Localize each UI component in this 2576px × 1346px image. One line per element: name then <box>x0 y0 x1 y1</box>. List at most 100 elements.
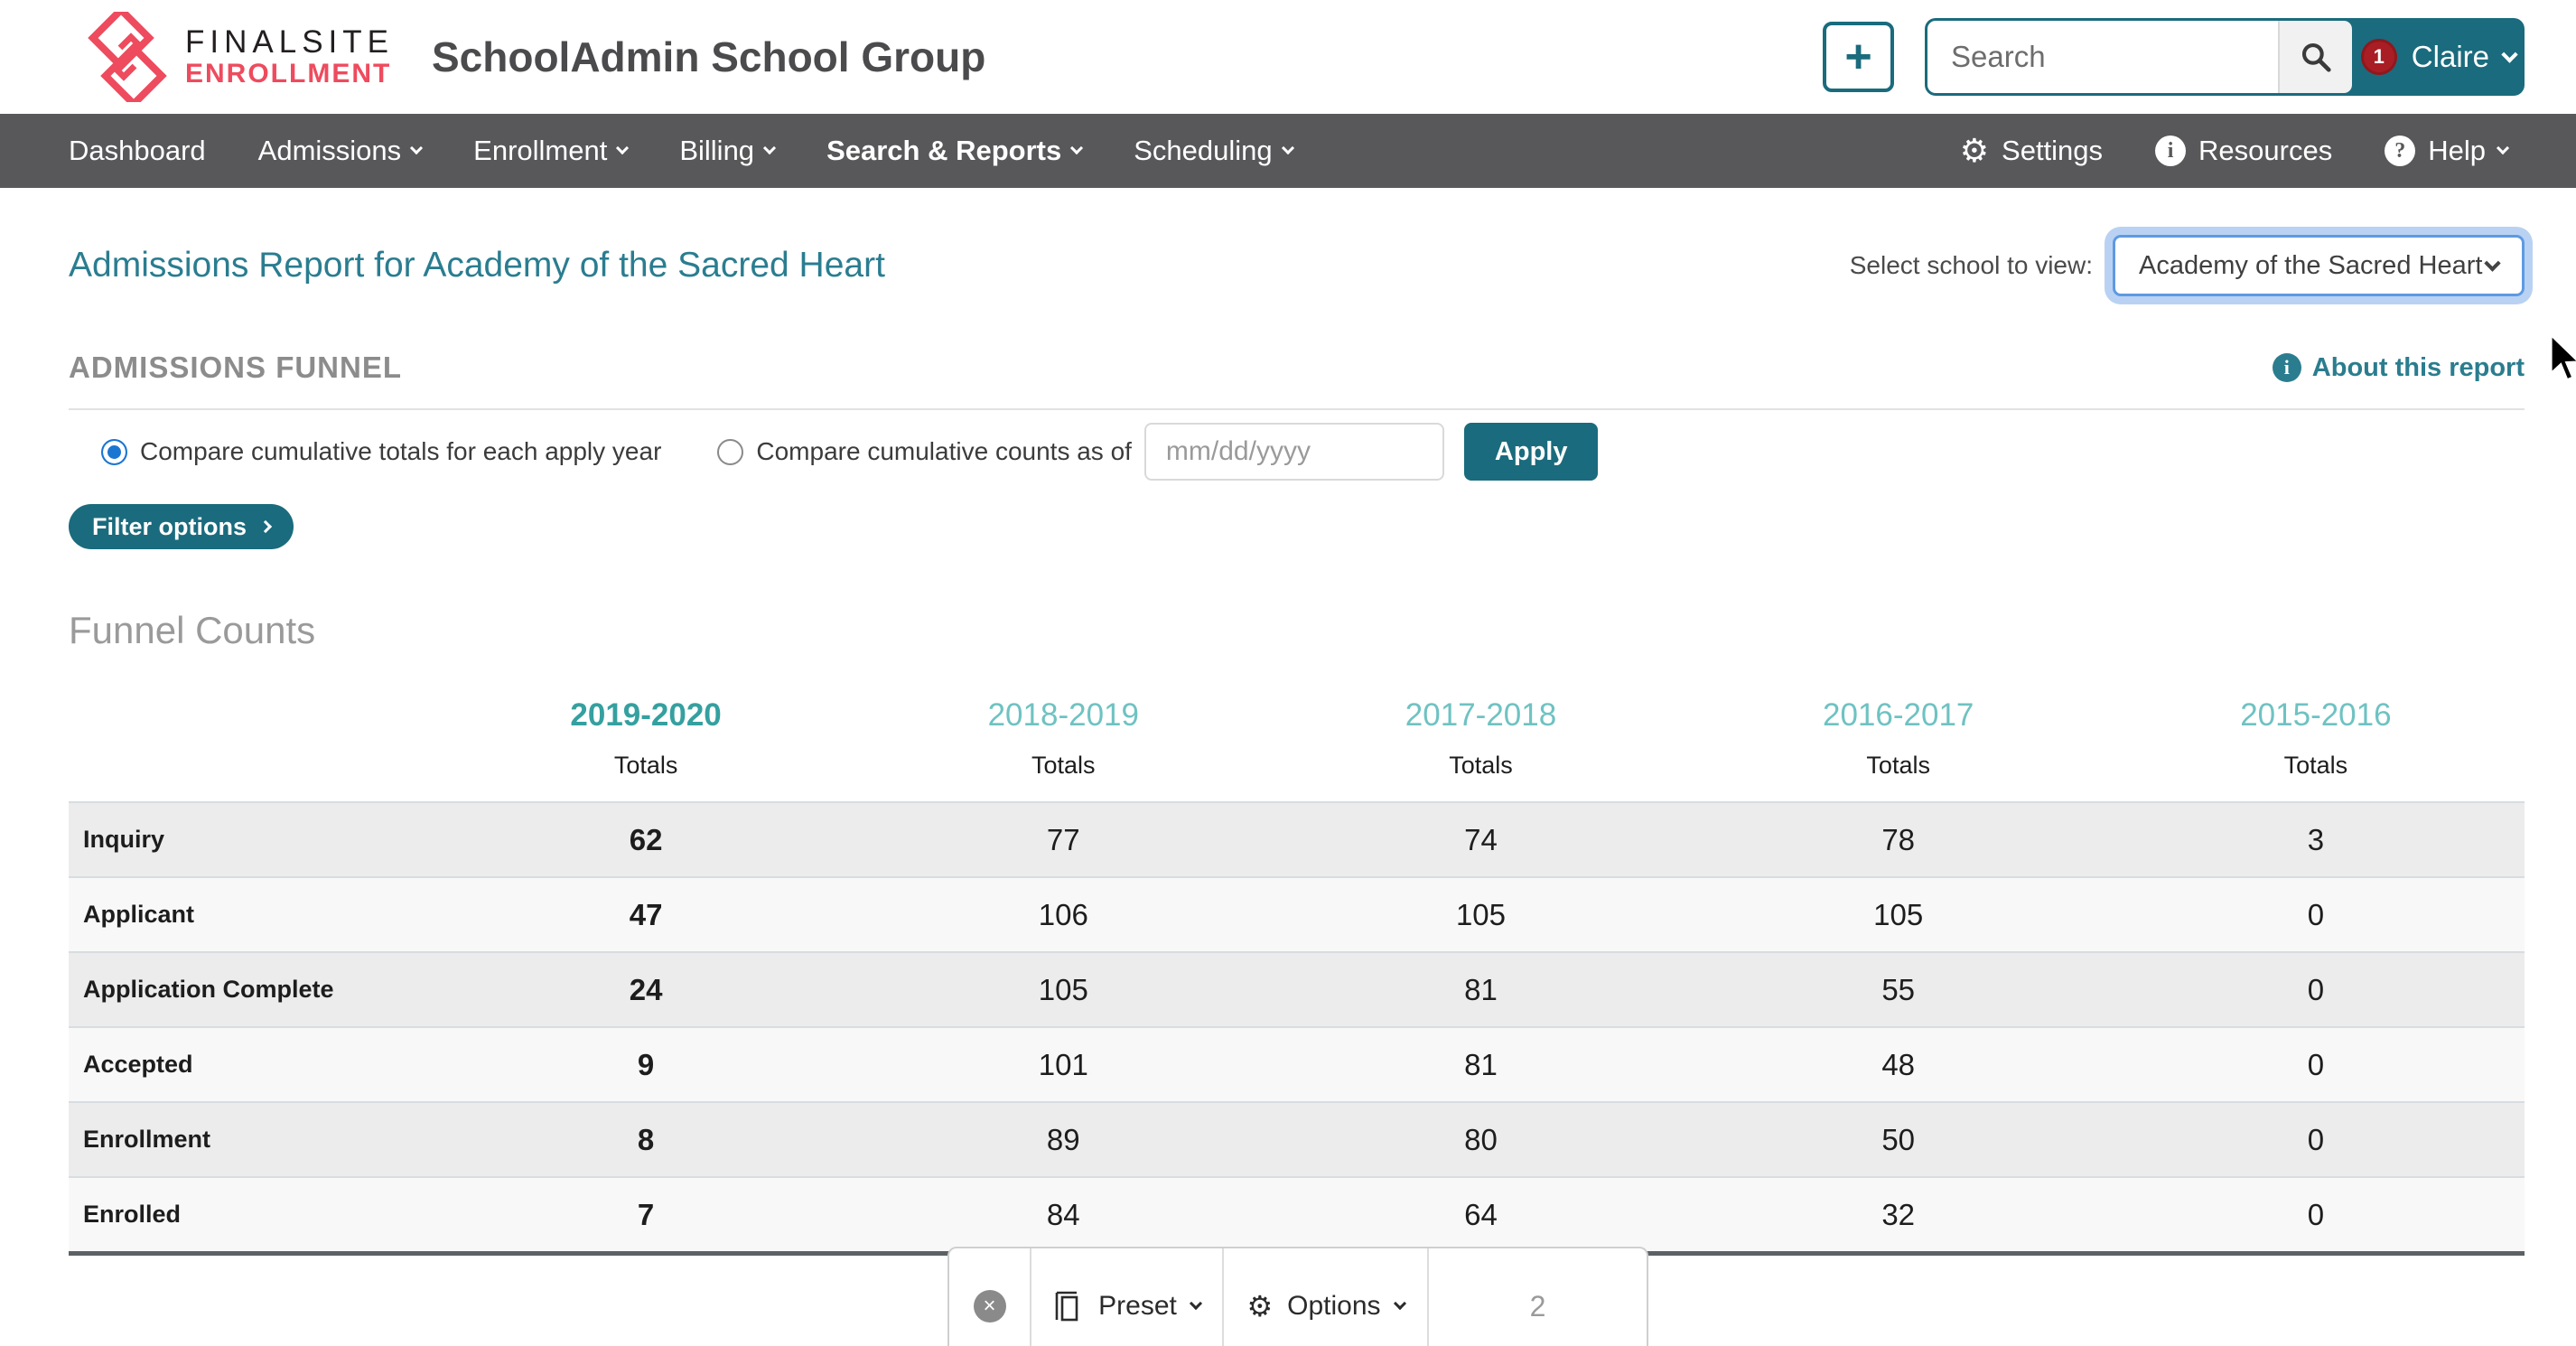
cell-value: 106 <box>1038 897 1088 931</box>
close-icon: × <box>973 1290 1006 1323</box>
chevron-down-icon <box>762 141 777 155</box>
preset-menu[interactable]: Preset <box>1031 1248 1224 1346</box>
chevron-down-icon <box>2496 141 2510 155</box>
funnel-counts-heading: Funnel Counts <box>69 609 316 651</box>
chevron-down-icon <box>616 141 630 155</box>
cell-value: 50 <box>1881 1122 1916 1156</box>
row-label: Enrollment <box>83 1126 211 1153</box>
cell-value: 8 <box>637 1122 655 1156</box>
notification-badge[interactable]: 1 <box>2360 39 2397 75</box>
add-record-button[interactable]: + <box>1823 22 1894 92</box>
radio-compare-as-of[interactable] <box>717 438 744 465</box>
cell-value: 80 <box>1464 1122 1498 1156</box>
table-row-application-complete: Application Complete 24 105 81 55 0 <box>69 951 2525 1026</box>
totals-header-row: Totals Totals Totals Totals Totals <box>69 734 2525 801</box>
nav-item-enrollment[interactable]: Enrollment <box>473 135 630 167</box>
cell-value: 105 <box>1038 972 1088 1006</box>
cell-value: 0 <box>2307 1197 2325 1231</box>
toolbar-close-button[interactable]: × <box>949 1248 1031 1346</box>
search-icon <box>2301 42 2331 72</box>
cell-value: 48 <box>1881 1047 1916 1081</box>
gear-icon: ⚙ <box>1959 132 1990 169</box>
cell-value: 74 <box>1464 822 1498 856</box>
cell-value: 7 <box>637 1197 655 1231</box>
table-row-applicant: Applicant 47 106 105 105 0 <box>69 876 2525 951</box>
table-row-inquiry: Inquiry 62 77 74 78 3 <box>69 801 2525 876</box>
search-input[interactable] <box>1927 21 2278 93</box>
table-row-enrolled: Enrolled 7 84 64 32 0 <box>69 1176 2525 1251</box>
row-label: Enrolled <box>83 1201 182 1228</box>
year-column-2019-2020[interactable]: 2019-2020 <box>570 697 722 733</box>
finalsite-logo-icon <box>88 12 167 102</box>
year-column-2018-2019[interactable]: 2018-2019 <box>987 697 1139 733</box>
chevron-down-icon <box>410 141 424 155</box>
nav-item-scheduling[interactable]: Scheduling <box>1134 135 1294 167</box>
page-indicator[interactable]: 2 <box>1529 1289 1546 1323</box>
radio-compare-apply-years-label[interactable]: Compare cumulative totals for each apply… <box>140 437 662 465</box>
settings-link[interactable]: ⚙ Settings <box>1959 132 2104 169</box>
cell-value: 89 <box>1046 1122 1080 1156</box>
nav-item-search-reports[interactable]: Search & Reports <box>826 135 1084 167</box>
user-name: Claire <box>2411 40 2489 73</box>
resources-link[interactable]: i Resources <box>2155 135 2332 167</box>
chevron-down-icon <box>1070 141 1084 155</box>
preset-icon <box>1055 1291 1078 1322</box>
row-label: Accepted <box>83 1051 193 1078</box>
search-button[interactable] <box>2278 21 2352 93</box>
nav-item-billing[interactable]: Billing <box>679 135 777 167</box>
apply-button[interactable]: Apply <box>1463 423 1599 481</box>
year-column-2017-2018[interactable]: 2017-2018 <box>1405 697 1557 733</box>
cell-value: 55 <box>1881 972 1916 1006</box>
report-toolbar: × Preset ⚙ Options 2 <box>947 1247 1648 1346</box>
chevron-down-icon <box>1393 1296 1406 1311</box>
funnel-counts-table: 2019-2020 2018-2019 2017-2018 2016-2017 … <box>69 690 2525 1256</box>
cell-value: 62 <box>629 822 663 856</box>
filter-options-button[interactable]: Filter options <box>69 504 294 549</box>
cell-value: 64 <box>1464 1197 1498 1231</box>
report-title-link[interactable]: Admissions Report for Academy of the Sac… <box>69 246 885 285</box>
app-header: FINALSITE ENROLLMENT SchoolAdmin School … <box>0 0 2576 114</box>
finalsite-logo[interactable]: FINALSITE ENROLLMENT <box>86 12 394 102</box>
totals-label: Totals <box>1031 752 1096 779</box>
logo-word-finalsite: FINALSITE <box>185 23 394 60</box>
cell-value: 77 <box>1046 822 1080 856</box>
chevron-down-icon <box>2484 254 2501 272</box>
nav-item-admissions[interactable]: Admissions <box>258 135 424 167</box>
totals-label: Totals <box>1866 752 1930 779</box>
row-label: Application Complete <box>83 976 334 1003</box>
section-divider <box>69 408 2525 410</box>
radio-compare-apply-years[interactable] <box>101 438 127 465</box>
cell-value: 81 <box>1464 972 1498 1006</box>
year-column-2016-2017[interactable]: 2016-2017 <box>1823 697 1974 733</box>
as-of-date-input[interactable] <box>1143 423 1444 481</box>
help-menu[interactable]: ? Help <box>2385 135 2510 167</box>
chevron-down-icon <box>2501 45 2518 63</box>
about-report-link[interactable]: i About this report <box>2272 353 2525 383</box>
options-menu[interactable]: ⚙ Options <box>1224 1248 1429 1346</box>
gear-icon: ⚙ <box>1246 1290 1274 1323</box>
year-column-2015-2016[interactable]: 2015-2016 <box>2240 697 2392 733</box>
nav-item-dashboard[interactable]: Dashboard <box>69 135 206 166</box>
school-select-value: Academy of the Sacred Heart <box>2139 250 2483 280</box>
main-nav: Dashboard Admissions Enrollment Billing … <box>0 114 2576 188</box>
cell-value: 105 <box>1455 897 1507 931</box>
radio-compare-as-of-label[interactable]: Compare cumulative counts as of <box>756 437 1132 465</box>
totals-label: Totals <box>2283 752 2348 779</box>
section-title: ADMISSIONS FUNNEL <box>69 351 403 384</box>
totals-label: Totals <box>1449 752 1513 779</box>
cell-value: 0 <box>2307 897 2325 931</box>
user-menu[interactable]: 1 Claire <box>2352 21 2525 93</box>
cell-value: 81 <box>1464 1047 1498 1081</box>
school-select[interactable]: Academy of the Sacred Heart <box>2113 235 2525 296</box>
cell-value: 32 <box>1881 1197 1916 1231</box>
cell-value: 84 <box>1046 1197 1080 1231</box>
info-icon: i <box>2272 353 2301 382</box>
cell-value: 0 <box>2307 1122 2325 1156</box>
search-bar: 1 Claire <box>1925 18 2525 96</box>
cell-value: 78 <box>1881 822 1916 856</box>
logo-word-enrollment: ENROLLMENT <box>185 58 392 89</box>
cell-value: 101 <box>1038 1047 1088 1081</box>
page-title: SchoolAdmin School Group <box>431 33 986 80</box>
cell-value: 0 <box>2307 972 2325 1006</box>
school-select-label: Select school to view: <box>1849 251 2093 279</box>
